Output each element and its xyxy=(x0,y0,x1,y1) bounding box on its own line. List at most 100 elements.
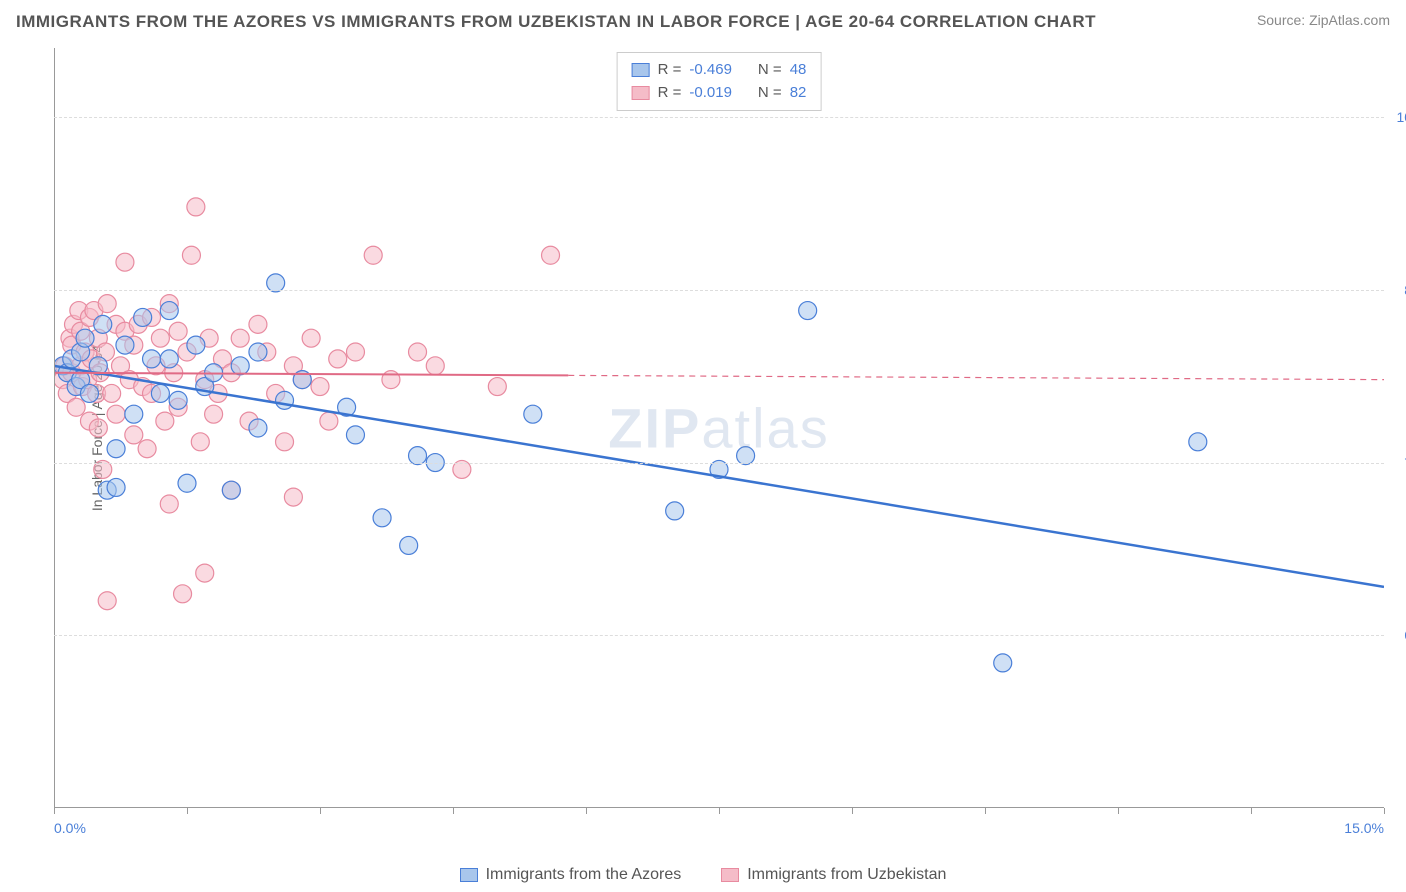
data-point xyxy=(178,474,196,492)
x-tick-mark xyxy=(453,808,454,814)
data-point xyxy=(276,391,294,409)
data-point xyxy=(249,315,267,333)
data-point xyxy=(276,433,294,451)
data-point xyxy=(107,405,125,423)
data-point xyxy=(182,246,200,264)
legend-label-azores: Immigrants from the Azores xyxy=(486,866,682,884)
data-point xyxy=(373,509,391,527)
data-point xyxy=(205,405,223,423)
data-point xyxy=(76,329,94,347)
data-point xyxy=(98,592,116,610)
data-point xyxy=(311,378,329,396)
data-point xyxy=(107,478,125,496)
legend-row-azores: R = -0.469 N = 48 xyxy=(632,59,807,82)
legend-item-azores: Immigrants from the Azores xyxy=(460,866,682,884)
data-point xyxy=(138,440,156,458)
data-point xyxy=(329,350,347,368)
x-tick-label: 0.0% xyxy=(54,820,86,836)
data-point xyxy=(116,336,134,354)
data-point xyxy=(151,329,169,347)
data-point xyxy=(80,384,98,402)
data-point xyxy=(249,343,267,361)
data-point xyxy=(302,329,320,347)
data-point xyxy=(1189,433,1207,451)
legend-label-uzbekistan: Immigrants from Uzbekistan xyxy=(747,866,946,884)
data-point xyxy=(89,419,107,437)
data-point xyxy=(409,343,427,361)
r-value-uzbekistan: -0.019 xyxy=(689,82,732,105)
data-point xyxy=(160,350,178,368)
chart-area: In Labor Force | Age 20-64 62.5%75.0%87.… xyxy=(54,48,1384,808)
legend-item-uzbekistan: Immigrants from Uzbekistan xyxy=(721,866,946,884)
data-point xyxy=(151,384,169,402)
y-axis-line xyxy=(54,48,55,808)
data-point xyxy=(125,405,143,423)
legend-swatch-icon xyxy=(460,868,478,882)
r-value-azores: -0.469 xyxy=(689,59,732,82)
n-label: N = xyxy=(758,59,782,82)
gridline xyxy=(54,117,1384,118)
data-point xyxy=(346,426,364,444)
trendline xyxy=(54,366,1384,587)
n-value-azores: 48 xyxy=(790,59,807,82)
x-tick-mark xyxy=(187,808,188,814)
n-value-uzbekistan: 82 xyxy=(790,82,807,105)
x-tick-mark xyxy=(1118,808,1119,814)
legend-swatch-azores xyxy=(632,63,650,77)
x-tick-mark xyxy=(852,808,853,814)
data-point xyxy=(116,253,134,271)
data-point xyxy=(426,357,444,375)
data-point xyxy=(107,440,125,458)
gridline xyxy=(54,463,1384,464)
data-point xyxy=(67,398,85,416)
gridline xyxy=(54,635,1384,636)
data-point xyxy=(169,391,187,409)
legend-series: Immigrants from the Azores Immigrants fr… xyxy=(0,866,1406,884)
data-point xyxy=(666,502,684,520)
legend-correlation: R = -0.469 N = 48 R = -0.019 N = 82 xyxy=(617,52,822,111)
x-tick-label: 15.0% xyxy=(1344,820,1384,836)
data-point xyxy=(169,322,187,340)
gridline xyxy=(54,290,1384,291)
scatter-plot xyxy=(54,48,1384,808)
data-point xyxy=(134,308,152,326)
x-tick-mark xyxy=(320,808,321,814)
x-tick-mark xyxy=(1384,808,1385,814)
data-point xyxy=(160,302,178,320)
data-point xyxy=(174,585,192,603)
data-point xyxy=(284,488,302,506)
legend-swatch-uzbekistan xyxy=(632,86,650,100)
x-tick-mark xyxy=(1251,808,1252,814)
legend-swatch-icon xyxy=(721,868,739,882)
data-point xyxy=(196,564,214,582)
r-label: R = xyxy=(658,59,682,82)
data-point xyxy=(542,246,560,264)
data-point xyxy=(249,419,267,437)
legend-row-uzbekistan: R = -0.019 N = 82 xyxy=(632,82,807,105)
data-point xyxy=(187,198,205,216)
data-point xyxy=(231,357,249,375)
x-tick-mark xyxy=(985,808,986,814)
x-tick-mark xyxy=(54,808,55,814)
data-point xyxy=(125,426,143,444)
data-point xyxy=(191,433,209,451)
data-point xyxy=(143,350,161,368)
data-point xyxy=(156,412,174,430)
data-point xyxy=(98,295,116,313)
y-tick-label: 100.0% xyxy=(1397,109,1406,125)
header: IMMIGRANTS FROM THE AZORES VS IMMIGRANTS… xyxy=(0,0,1406,40)
data-point xyxy=(231,329,249,347)
data-point xyxy=(320,412,338,430)
data-point xyxy=(187,336,205,354)
trendline-extrapolated xyxy=(568,375,1384,379)
data-point xyxy=(103,384,121,402)
data-point xyxy=(488,378,506,396)
data-point xyxy=(346,343,364,361)
data-point xyxy=(160,495,178,513)
data-point xyxy=(222,481,240,499)
n-label: N = xyxy=(758,82,782,105)
data-point xyxy=(382,371,400,389)
data-point xyxy=(400,536,418,554)
x-tick-mark xyxy=(586,808,587,814)
data-point xyxy=(994,654,1012,672)
